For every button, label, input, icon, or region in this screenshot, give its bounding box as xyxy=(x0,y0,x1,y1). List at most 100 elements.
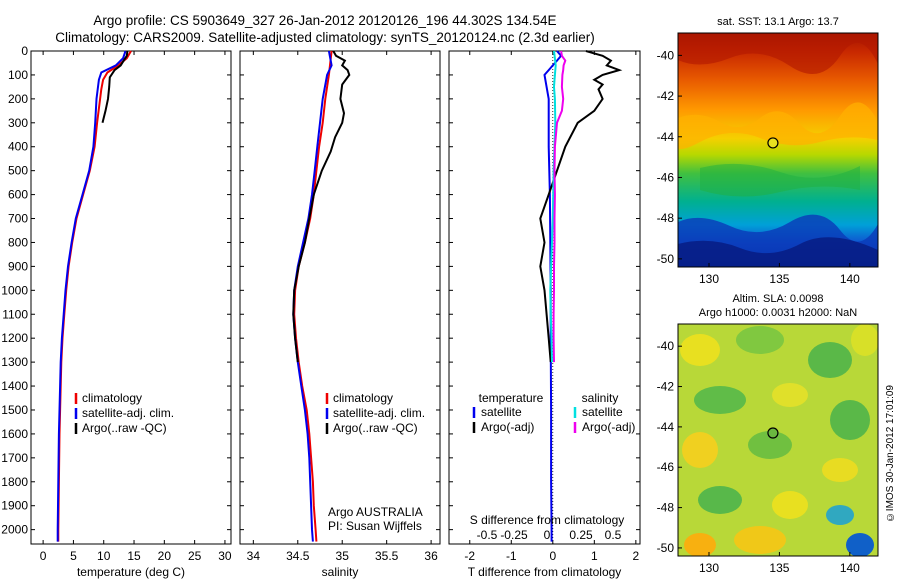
y-tick-label: 1900 xyxy=(1,499,28,513)
map-y-tick-label: -50 xyxy=(657,252,675,266)
legend-label: satellite xyxy=(582,405,623,419)
map-y-tick-label: -48 xyxy=(657,211,675,225)
y-tick-label: 1400 xyxy=(1,379,28,393)
x-tick-label: 30 xyxy=(218,549,232,563)
map-y-tick-label: -42 xyxy=(657,89,675,103)
y-tick-label: 1600 xyxy=(1,427,28,441)
x-tick-label: 34 xyxy=(247,549,261,563)
top-axis-label: S difference from climatology xyxy=(470,513,625,527)
x-tick-label: 0 xyxy=(40,549,47,563)
x-tick-label: -2 xyxy=(464,549,475,563)
argo-location-marker xyxy=(767,427,779,439)
x-tick-label: 35.5 xyxy=(375,549,399,563)
sla-title-line2: Argo h1000: 0.0031 h2000: NaN xyxy=(699,307,857,319)
page-subtitle: Climatology: CARS2009. Satellite-adjuste… xyxy=(55,30,595,45)
top-tick-label: 0.25 xyxy=(569,528,593,542)
y-tick-label: 500 xyxy=(8,164,28,178)
x-tick-label: 34.5 xyxy=(286,549,310,563)
legend-label: satellite-adj. clim. xyxy=(82,406,174,420)
x-tick-label: 15 xyxy=(127,549,141,563)
x-axis-label: temperature (deg C) xyxy=(77,565,185,579)
x-tick-label: 10 xyxy=(97,549,111,563)
x-tick-label: -1 xyxy=(506,549,517,563)
legend-title-temperature: temperature xyxy=(479,391,544,405)
series-line-satellite-adj-clim- xyxy=(56,50,127,542)
legend-label: climatology xyxy=(82,391,142,405)
map-y-tick-label: -46 xyxy=(657,460,675,474)
x-tick-label: 0 xyxy=(549,549,556,563)
y-tick-label: 400 xyxy=(8,140,28,154)
y-tick-label: 1200 xyxy=(1,331,28,345)
series-line-argo-raw-qc- xyxy=(292,50,351,363)
y-tick-label: 1300 xyxy=(1,355,28,369)
map-y-tick-label: -46 xyxy=(657,170,675,184)
legend-label: satellite-adj. clim. xyxy=(333,406,425,420)
y-tick-label: 1500 xyxy=(1,403,28,417)
y-tick-label: 900 xyxy=(8,259,28,273)
x-axis-label: T difference from climatology xyxy=(468,565,622,579)
top-tick-label: -0.25 xyxy=(500,528,528,542)
page-title: Argo profile: CS 5903649_327 26-Jan-2012… xyxy=(93,13,557,28)
series-line-climatology xyxy=(293,50,333,542)
timestamp-stamp: ©IMOS 30-Jan-2012 17:01:09 xyxy=(885,385,896,523)
map-x-tick-label: 135 xyxy=(769,561,789,575)
sst-map-image xyxy=(678,33,878,267)
x-tick-label: 36 xyxy=(424,549,438,563)
map-y-tick-label: -48 xyxy=(657,501,675,515)
x-tick-label: 5 xyxy=(70,549,77,563)
series-line-temperature-argo-adj- xyxy=(539,50,623,363)
map-x-tick-label: 130 xyxy=(699,561,719,575)
map-x-tick-label: 130 xyxy=(699,272,719,286)
legend-label: satellite xyxy=(481,405,522,419)
legend-label: Argo(..raw -QC) xyxy=(333,421,418,435)
salinity-axes-frame xyxy=(239,50,441,545)
map-y-tick-label: -42 xyxy=(657,380,675,394)
x-tick-label: 2 xyxy=(633,549,640,563)
y-tick-label: 100 xyxy=(8,68,28,82)
y-tick-label: 300 xyxy=(8,116,28,130)
x-tick-label: 25 xyxy=(188,549,202,563)
legend-label: Argo(..raw -QC) xyxy=(82,421,167,435)
y-tick-label: 1000 xyxy=(1,283,28,297)
sst-map-title: sat. SST: 13.1 Argo: 13.7 xyxy=(717,16,839,28)
map-y-tick-label: -40 xyxy=(657,48,675,62)
y-tick-label: 2000 xyxy=(1,523,28,537)
temperature-axes-frame xyxy=(30,50,232,545)
y-tick-label: 0 xyxy=(21,44,28,58)
y-tick-label: 600 xyxy=(8,188,28,202)
argo-annotation: PI: Susan Wijffels xyxy=(328,519,422,533)
map-y-tick-label: -44 xyxy=(657,420,675,434)
x-tick-label: 35 xyxy=(336,549,350,563)
x-axis-label: salinity xyxy=(322,565,359,579)
y-tick-label: 1800 xyxy=(1,475,28,489)
series-line-temperature-satellite xyxy=(543,50,563,542)
legend-label: climatology xyxy=(333,391,393,405)
y-tick-label: 1700 xyxy=(1,451,28,465)
legend-label: Argo(-adj) xyxy=(582,420,635,434)
series-line-argo-raw-qc- xyxy=(101,50,129,124)
y-tick-label: 800 xyxy=(8,235,28,249)
map-x-tick-label: 140 xyxy=(840,272,860,286)
x-tick-label: 1 xyxy=(591,549,598,563)
top-tick-label: 0.5 xyxy=(605,528,622,542)
difference-axes-frame xyxy=(448,50,641,545)
x-tick-label: 20 xyxy=(158,549,172,563)
map-x-tick-label: 135 xyxy=(769,272,789,286)
top-tick-label: -0.5 xyxy=(477,528,498,542)
legend-title-salinity: salinity xyxy=(582,391,619,405)
argo-annotation: Argo AUSTRALIA xyxy=(328,505,423,519)
sla-map-image xyxy=(678,324,878,556)
map-x-tick-label: 140 xyxy=(840,561,860,575)
series-line-salinity-argo-adj- xyxy=(552,50,567,363)
sla_map-frame xyxy=(677,323,879,557)
legend-label: Argo(-adj) xyxy=(481,420,534,434)
map-y-tick-label: -44 xyxy=(657,130,675,144)
sla-title-line1: Altim. SLA: 0.0098 xyxy=(732,293,823,305)
sst_map-frame xyxy=(677,32,879,268)
y-tick-label: 1100 xyxy=(2,307,28,321)
y-tick-label: 200 xyxy=(8,92,28,106)
map-y-tick-label: -40 xyxy=(657,339,675,353)
top-tick-label: 0 xyxy=(544,528,551,542)
argo-location-marker xyxy=(767,137,779,149)
